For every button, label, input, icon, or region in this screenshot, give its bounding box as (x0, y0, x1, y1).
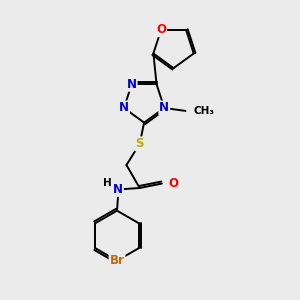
Text: H: H (103, 178, 112, 188)
Text: N: N (159, 101, 169, 115)
Text: N: N (119, 101, 129, 115)
Text: S: S (135, 137, 144, 150)
Text: O: O (156, 23, 166, 36)
Text: O: O (168, 177, 178, 190)
Text: N: N (127, 78, 137, 91)
Text: CH₃: CH₃ (194, 106, 215, 116)
Text: N: N (113, 183, 123, 196)
Text: Br: Br (110, 254, 124, 267)
